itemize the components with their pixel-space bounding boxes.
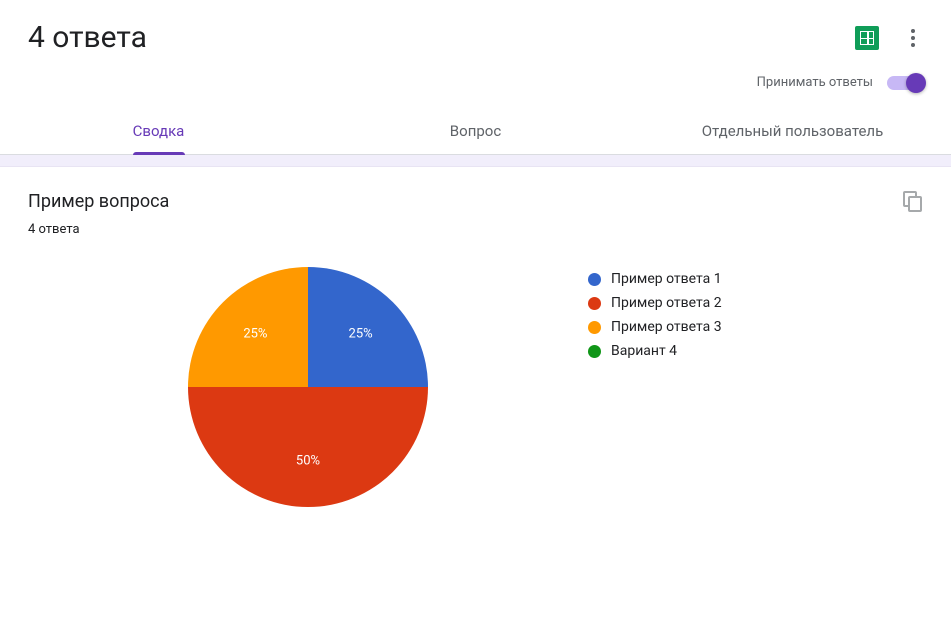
legend-item: Вариант 4: [588, 343, 722, 359]
pie-slice: [188, 267, 308, 387]
legend-item: Пример ответа 1: [588, 271, 722, 287]
legend-item: Пример ответа 3: [588, 319, 722, 335]
sheets-icon[interactable]: [855, 26, 879, 50]
accept-responses-toggle[interactable]: [887, 76, 923, 90]
card-header: Пример вопроса 4 ответа: [28, 191, 923, 237]
chart-legend: Пример ответа 1 Пример ответа 2 Пример отв…: [588, 267, 722, 359]
accept-responses-row: Принимать ответы: [0, 65, 951, 108]
tab-label: Сводка: [133, 122, 185, 140]
chart-area: 25%50%25% Пример ответа 1 Пример ответа 2…: [28, 267, 923, 507]
pie-chart: 25%50%25%: [188, 267, 428, 507]
pie-slice: [308, 267, 428, 387]
legend-label: Вариант 4: [611, 343, 677, 359]
pie-chart-container: 25%50%25%: [28, 267, 588, 507]
legend-item: Пример ответа 2: [588, 295, 722, 311]
responses-header: 4 ответа: [0, 0, 951, 65]
pie-slice: [188, 387, 428, 507]
tab-label: Вопрос: [450, 122, 501, 140]
response-tabs: Сводка Вопрос Отдельный пользователь: [0, 108, 951, 155]
question-title: Пример вопроса: [28, 191, 169, 212]
tab-label: Отдельный пользователь: [702, 122, 884, 140]
legend-label: Пример ответа 1: [611, 271, 722, 287]
header-actions: [855, 21, 923, 55]
question-card: Пример вопроса 4 ответа 25%50%25% Пример…: [0, 167, 951, 531]
legend-label: Пример ответа 2: [611, 295, 722, 311]
legend-swatch: [588, 345, 601, 358]
legend-swatch: [588, 297, 601, 310]
question-response-count: 4 ответа: [28, 222, 169, 237]
legend-swatch: [588, 273, 601, 286]
copy-chart-icon[interactable]: [903, 191, 923, 211]
tab-question[interactable]: Вопрос: [317, 108, 634, 154]
accept-responses-label: Принимать ответы: [757, 75, 873, 90]
legend-swatch: [588, 321, 601, 334]
more-menu-icon[interactable]: [903, 21, 923, 55]
section-divider: [0, 155, 951, 167]
tab-summary[interactable]: Сводка: [0, 108, 317, 154]
legend-label: Пример ответа 3: [611, 319, 722, 335]
toggle-knob: [906, 73, 926, 93]
tab-individual[interactable]: Отдельный пользователь: [634, 108, 951, 154]
responses-title: 4 ответа: [28, 20, 147, 55]
